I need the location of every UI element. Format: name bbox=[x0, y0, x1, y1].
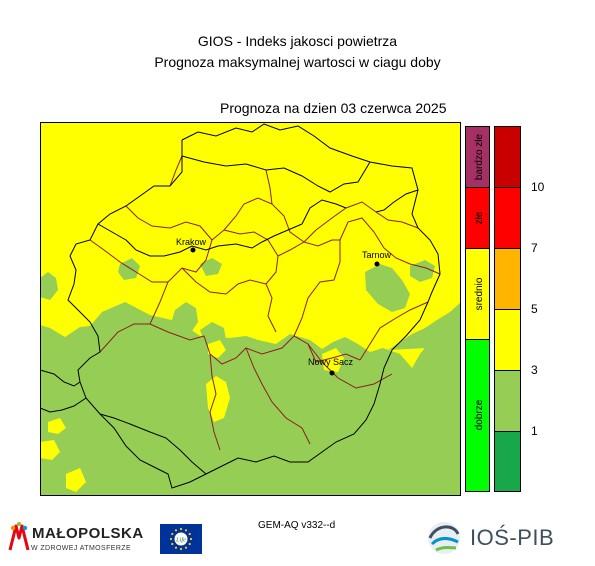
malopolska-logo-text: MAŁOPOLSKA bbox=[32, 525, 144, 542]
category-label-bardzo-zle: bardzo złe bbox=[474, 133, 485, 180]
sredni-patch-3 bbox=[48, 418, 66, 434]
scale-tick-7: 7 bbox=[531, 241, 538, 255]
sredni-patch-6 bbox=[322, 348, 344, 372]
good-zone-krakow bbox=[200, 258, 222, 276]
eu-life-logo: Life bbox=[160, 524, 202, 554]
sredni-patch-2 bbox=[208, 340, 226, 358]
good-zone-center-2 bbox=[200, 322, 226, 346]
scale-tick-10: 10 bbox=[531, 180, 545, 194]
scale-step-3 bbox=[494, 309, 521, 371]
city-label-tarnow: Tarnow bbox=[362, 250, 392, 260]
scale-step-6 bbox=[494, 126, 521, 188]
county-boundaries bbox=[89, 155, 441, 451]
category-bardzo-zle bbox=[465, 126, 490, 188]
city-label-krakow: Krakow bbox=[176, 237, 207, 247]
city-marker-krakow bbox=[190, 247, 196, 253]
malopolska-logo-icon bbox=[8, 522, 30, 551]
title-line-1: GIOS - Indeks jakosci powietrza bbox=[197, 33, 398, 49]
category-legend: bardzo złe złe srednio dobrze bbox=[465, 126, 490, 492]
good-zone-center-1 bbox=[172, 302, 198, 334]
sredni-patch-5 bbox=[66, 468, 86, 492]
scale-tick-1: 1 bbox=[531, 424, 538, 438]
good-zone-south-east bbox=[388, 302, 461, 408]
sredni-patch-1 bbox=[206, 376, 230, 422]
sredni-patch-4 bbox=[40, 440, 60, 460]
scale-tick-5: 5 bbox=[531, 302, 538, 316]
scale-tick-3: 3 bbox=[531, 363, 538, 377]
malopolska-logo-subtitle: W ZDROWEJ ATMOSFERZE bbox=[31, 545, 132, 552]
category-label-srednio: srednio bbox=[474, 277, 485, 310]
category-srednio bbox=[465, 248, 490, 340]
category-label-dobrze: dobrze bbox=[474, 399, 485, 430]
city-label-nowy-sacz: Nowy Sacz bbox=[308, 357, 354, 367]
city-marker-tarnow bbox=[374, 261, 380, 267]
eu-life-logo-text: Life bbox=[175, 537, 186, 544]
scale-step-4 bbox=[494, 248, 521, 310]
title-line-2: Prognoza maksymalnej wartosci w ciagu do… bbox=[154, 54, 441, 70]
scale-step-2 bbox=[494, 370, 521, 432]
category-zle bbox=[465, 187, 490, 249]
good-zone-west bbox=[40, 272, 58, 300]
model-version: GEM-AQ v332--d bbox=[258, 520, 336, 531]
category-label-zle: złe bbox=[474, 211, 485, 224]
map-frame bbox=[40, 122, 461, 496]
ios-pib-logo-text: IOŚ-PIB bbox=[470, 525, 555, 550]
good-zone-north-west bbox=[118, 258, 140, 280]
ios-pib-logo-icon bbox=[428, 522, 460, 554]
index-color-scale bbox=[494, 126, 521, 492]
good-zone-south bbox=[40, 302, 461, 496]
scale-step-5 bbox=[494, 187, 521, 249]
category-dobrze bbox=[465, 339, 490, 492]
region-boundaries bbox=[40, 123, 441, 489]
scale-step-1 bbox=[494, 431, 521, 492]
good-zone-tarnow bbox=[365, 264, 410, 312]
city-marker-nowy-sacz bbox=[329, 370, 335, 376]
forecast-date: Prognoza na dzien 03 czerwca 2025 bbox=[220, 100, 447, 116]
air-quality-map: Krakow Tarnow Nowy Sacz bbox=[40, 122, 461, 496]
